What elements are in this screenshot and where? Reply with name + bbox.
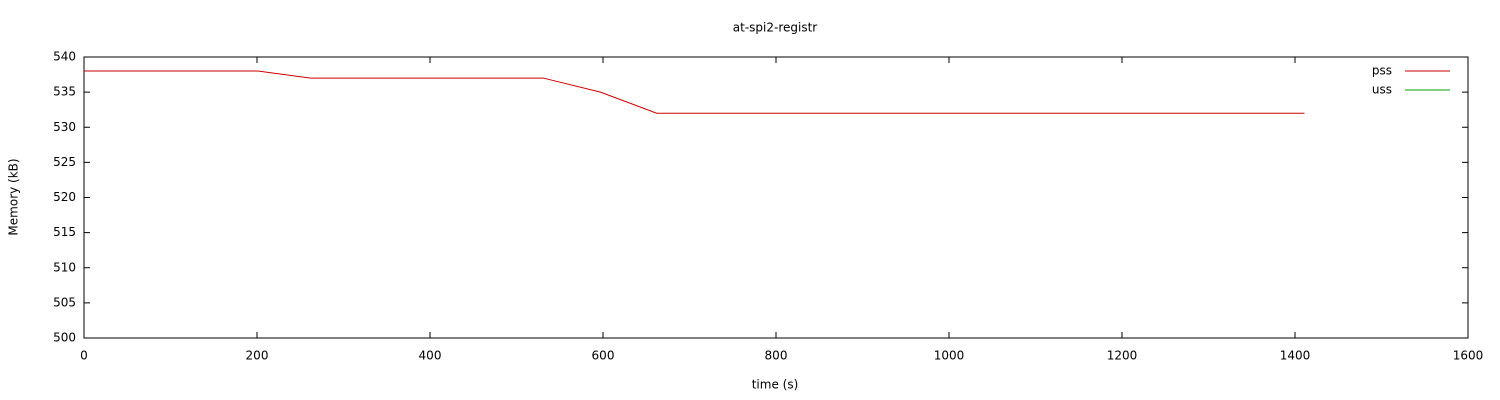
y-tick-label: 510 bbox=[53, 260, 76, 274]
y-tick-label: 535 bbox=[53, 85, 76, 99]
series-line bbox=[84, 70, 1305, 114]
y-tick-label: 505 bbox=[53, 295, 76, 309]
x-tick-label: 600 bbox=[592, 349, 615, 363]
x-tick-label: 1400 bbox=[1280, 349, 1311, 363]
y-tick-label: 530 bbox=[53, 120, 76, 134]
y-tick-label: 525 bbox=[53, 155, 76, 169]
x-tick-label: 1200 bbox=[1107, 349, 1138, 363]
y-axis-label: Memory (kB) bbox=[7, 158, 21, 235]
legend-label: uss bbox=[1372, 83, 1392, 97]
x-axis-label: time (s) bbox=[752, 378, 799, 392]
x-tick-label: 800 bbox=[765, 349, 788, 363]
x-tick-label: 400 bbox=[419, 349, 442, 363]
legend-label: pss bbox=[1372, 64, 1392, 78]
x-tick-label: 200 bbox=[246, 349, 269, 363]
y-tick-label: 515 bbox=[53, 225, 76, 239]
y-tick-label: 520 bbox=[53, 190, 76, 204]
x-tick-label: 1600 bbox=[1453, 349, 1484, 363]
y-tick-label: 540 bbox=[53, 50, 76, 64]
y-tick-label: 500 bbox=[53, 331, 76, 345]
chart-title: at-spi2-registr bbox=[733, 21, 818, 35]
plot-frame bbox=[83, 56, 1469, 339]
x-tick-label: 0 bbox=[80, 349, 88, 363]
x-tick-label: 1000 bbox=[934, 349, 965, 363]
